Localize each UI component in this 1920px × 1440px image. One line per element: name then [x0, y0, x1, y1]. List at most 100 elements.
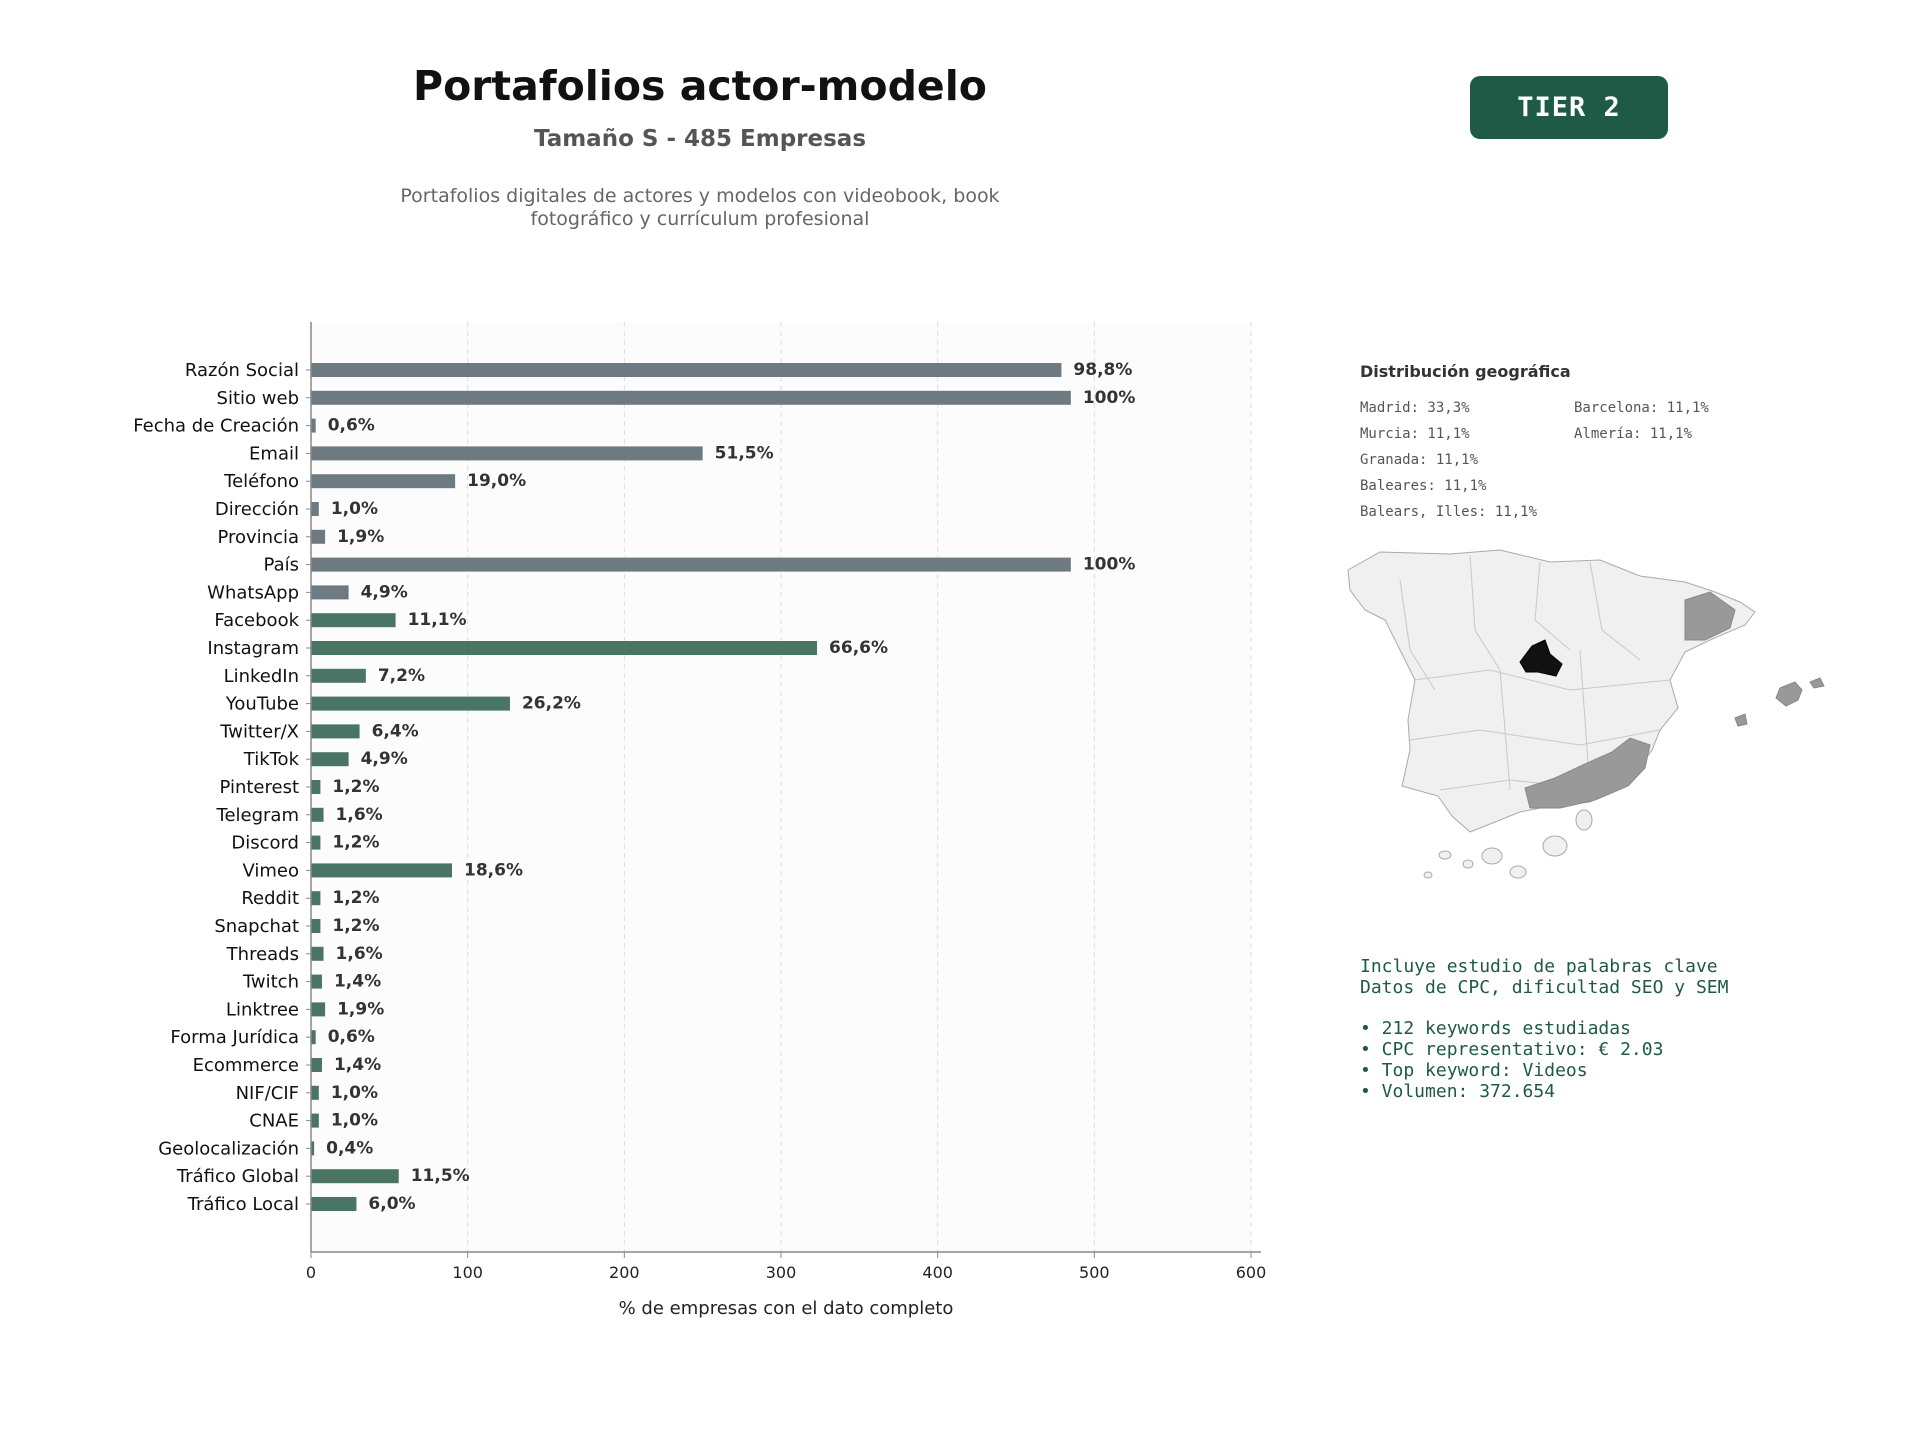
y-tick-label: Twitch: [242, 972, 299, 993]
y-tick-label: Teléfono: [223, 471, 299, 492]
data-label: 1,2%: [332, 888, 379, 908]
data-label: 1,2%: [332, 833, 379, 853]
y-tick-label: Razón Social: [185, 360, 299, 381]
y-tick-label: NIF/CIF: [236, 1083, 299, 1104]
geo-item-madrid: Madrid: 33,3%: [1360, 400, 1470, 416]
bar: [311, 557, 1071, 572]
bar: [311, 585, 349, 600]
geo-item-granada: Granada: 11,1%: [1360, 452, 1479, 468]
y-tick-label: Fecha de Creación: [133, 416, 299, 437]
bar: [311, 1002, 326, 1017]
completeness-bar-chart: Razón Social 98,8% Sitio web 100% Fecha de C…: [133, 322, 1266, 1319]
y-tick-label: CNAE: [249, 1111, 299, 1132]
tier-badge: TIER 2: [1470, 76, 1668, 139]
y-tick-label: Geolocalización: [158, 1138, 299, 1159]
y-tick-label: WhatsApp: [207, 582, 299, 603]
data-label: 100%: [1083, 388, 1136, 408]
data-label: 1,4%: [334, 1055, 381, 1075]
geo-item-murcia: Murcia: 11,1%: [1360, 426, 1470, 442]
bar: [311, 807, 324, 822]
y-tick-label: Telegram: [216, 805, 299, 826]
data-label: 1,4%: [334, 972, 381, 992]
bars-group: Razón Social 98,8% Sitio web 100% Fecha de C…: [133, 360, 1135, 1215]
bar: [311, 363, 1062, 377]
bar: [311, 446, 703, 461]
y-tick-label: Forma Jurídica: [170, 1027, 299, 1048]
x-tick-label: 200: [609, 1263, 640, 1282]
keywords-line-2: Datos de CPC, dificultad SEO y SEM: [1360, 977, 1729, 998]
map-canary-islands: [1423, 809, 1593, 879]
geo-item-baleares: Baleares: 11,1%: [1360, 478, 1487, 494]
y-tick-label: Dirección: [215, 499, 299, 520]
data-label: 1,9%: [337, 527, 384, 547]
keyword-bullet: • Top keyword: Videos: [1360, 1060, 1588, 1081]
map-region-madrid: [1519, 639, 1563, 677]
y-tick-label: Email: [249, 443, 299, 464]
data-label: 4,9%: [361, 582, 408, 602]
x-tick-label: 600: [1236, 1263, 1267, 1282]
bar: [311, 418, 316, 433]
page-description: Portafolios digitales de actores y model…: [400, 185, 1000, 230]
y-tick-label: Ecommerce: [193, 1055, 299, 1076]
y-tick-label: TikTok: [243, 749, 300, 770]
y-tick-label: País: [264, 555, 299, 576]
bar: [311, 780, 321, 794]
bar: [311, 863, 452, 878]
bar: [311, 1085, 319, 1100]
page-title: Portafolios actor-modelo: [413, 62, 987, 110]
map-balearic-islands: [1734, 677, 1825, 727]
bar: [311, 1141, 315, 1156]
data-label: 1,0%: [331, 1111, 378, 1131]
data-label: 6,4%: [372, 721, 419, 741]
y-tick-label: Sitio web: [217, 388, 299, 409]
x-axis-label: % de empresas con el dato completo: [619, 1298, 954, 1319]
y-tick-label: Pinterest: [219, 777, 299, 798]
y-tick-label: Facebook: [214, 610, 299, 631]
geo-item-balears-illes: Balears, Illes: 11,1%: [1360, 504, 1538, 520]
bar: [311, 696, 510, 711]
data-label: 26,2%: [522, 694, 581, 714]
y-tick-label: Tráfico Local: [187, 1194, 299, 1215]
data-label: 11,5%: [411, 1166, 470, 1186]
y-tick-label: Snapchat: [214, 916, 299, 937]
x-tick-label: 0: [306, 1263, 316, 1282]
data-label: 1,2%: [332, 916, 379, 936]
data-label: 6,0%: [368, 1194, 415, 1214]
data-label: 1,0%: [331, 1083, 378, 1103]
bar: [311, 1197, 357, 1211]
data-label: 0,6%: [328, 1027, 375, 1047]
map-region-andalusia-east: [1524, 737, 1651, 809]
data-label: 7,2%: [378, 666, 425, 686]
data-label: 0,6%: [328, 416, 375, 436]
bar: [311, 891, 321, 906]
y-tick-label: Threads: [226, 944, 299, 965]
keywords-line-1: Incluye estudio de palabras clave: [1360, 956, 1718, 977]
data-label: 19,0%: [467, 471, 526, 491]
geo-title: Distribución geográfica: [1360, 362, 1571, 381]
x-tick-label: 300: [766, 1263, 797, 1282]
grid-lines: [467, 322, 1252, 1252]
data-label: 0,4%: [326, 1138, 373, 1158]
y-tick-label: Tráfico Global: [176, 1166, 299, 1187]
keyword-bullet: • CPC representativo: € 2.03: [1360, 1039, 1664, 1060]
map-peninsula: [1347, 549, 1756, 833]
data-label: 100%: [1083, 555, 1136, 575]
page-subtitle: Tamaño S - 485 Empresas: [533, 126, 867, 152]
data-label: 51,5%: [715, 443, 774, 463]
y-tick-label: Twitter/X: [219, 721, 299, 742]
bar: [311, 752, 349, 767]
keyword-bullet: • 212 keywords estudiadas: [1360, 1018, 1631, 1039]
bar: [311, 529, 326, 544]
y-tick-label: Linktree: [226, 999, 299, 1020]
data-label: 98,8%: [1073, 360, 1132, 380]
bar: [311, 974, 322, 989]
bar: [311, 474, 456, 489]
bar: [311, 835, 321, 850]
geo-item-barcelona: Barcelona: 11,1%: [1574, 400, 1709, 416]
x-ticks: 0 100 200 300 400 500 600: [306, 1252, 1266, 1282]
data-label: 1,6%: [336, 805, 383, 825]
geo-item-almeria: Almería: 11,1%: [1574, 426, 1693, 442]
bar: [311, 390, 1071, 405]
y-tick-label: Provincia: [217, 527, 299, 548]
bar: [311, 724, 360, 739]
